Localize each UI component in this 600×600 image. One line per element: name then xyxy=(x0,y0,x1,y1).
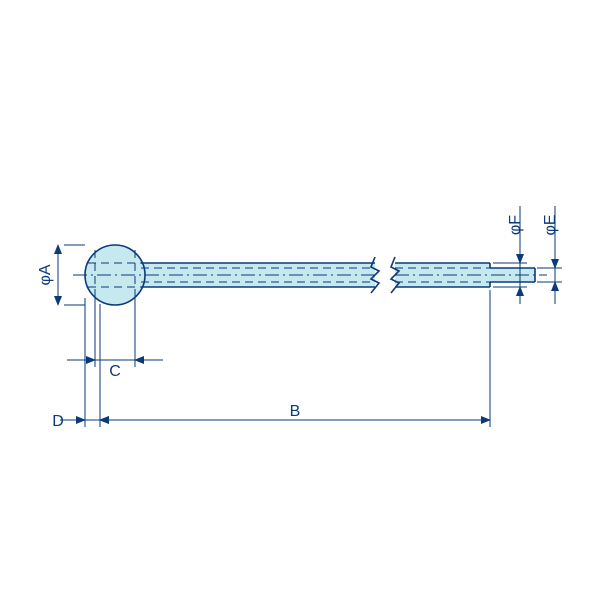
dim-label-phiA: φA xyxy=(37,264,54,285)
dim-label-C: C xyxy=(109,363,121,380)
dim-label-phiE: φE xyxy=(542,214,559,235)
dim-label-B: B xyxy=(290,403,301,420)
dim-label-D: D xyxy=(52,413,64,430)
dim-label-phiF: φF xyxy=(507,215,524,235)
technical-drawing: φA C D BφF φE xyxy=(0,0,600,600)
dimensions: φA C D BφF φE xyxy=(37,206,562,430)
